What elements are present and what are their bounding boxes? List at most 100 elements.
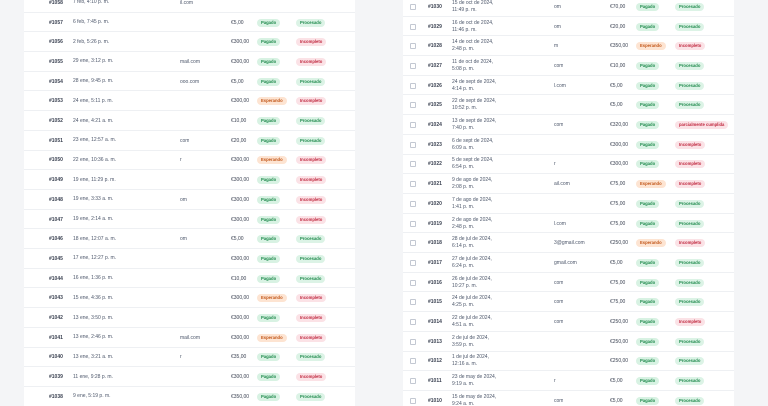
row-checkbox[interactable] [410,378,416,385]
order-id[interactable]: #1058 [49,0,63,6]
order-id[interactable]: #1027 [428,62,442,69]
order-id[interactable]: #1051 [49,137,63,144]
row-checkbox[interactable] [410,62,416,69]
order-id[interactable]: #1044 [49,275,63,282]
table-row[interactable]: #1020 7 de ago de 2024, 1:41 p. m. €75,00 Pa… [403,194,734,214]
order-id[interactable]: #1047 [49,216,63,223]
table-row[interactable]: #1018 28 de jul de 2024, 6:14 p. m. 3@gmail… [403,233,734,254]
table-row[interactable]: #1011 23 de may de 2024, 9:19 a. m. r €5,00 P… [403,371,734,391]
order-id[interactable]: #1011 [428,378,442,385]
row-checkbox[interactable] [410,397,416,404]
table-row[interactable]: #1013 2 de jul de 2024, 3:59 p. m. €250,00 P… [403,332,734,352]
order-id[interactable]: #1020 [428,200,442,207]
table-row[interactable]: #1024 13 de sept de 2024, 7:40 p. m. com €32… [403,115,734,135]
row-checkbox[interactable] [410,102,416,109]
table-row[interactable]: #1040 13 ene, 3:21 a. m. r €35,00 Pagado Proc… [24,348,355,368]
table-row[interactable]: #1014 22 de jul de 2024, 4:51 a. m. com €250… [403,312,734,332]
table-row[interactable]: #1026 24 de sept de 2024, 4:14 p. m. l.com €… [403,76,734,96]
table-row[interactable]: #1045 17 ene, 12:27 p. m. €300,00 Pagado Pro… [24,249,355,269]
order-id[interactable]: #1029 [428,23,442,30]
table-row[interactable]: #1017 27 de jul de 2024, 6:24 p. m. gmail.c… [403,253,734,273]
table-row[interactable]: #1050 22 ene, 10:36 a. m. r €300,00 Esperand… [24,151,355,171]
table-row[interactable]: #1029 16 de oct de 2024, 11:46 p. m. om €20,… [403,17,734,37]
table-row[interactable]: #1052 24 ene, 4:21 a. m. €10,00 Pagado Proce… [24,111,355,131]
row-checkbox[interactable] [410,161,416,168]
row-checkbox[interactable] [410,181,416,188]
table-row[interactable]: #1021 9 de ago de 2024, 2:08 p. m. ail.com €… [403,174,734,194]
table-row[interactable]: #1038 9 ene, 5:19 p. m. €350,00 Pagado Proce… [24,387,355,406]
row-checkbox[interactable] [410,220,416,227]
order-id[interactable]: #1041 [49,334,63,341]
table-row[interactable]: #1025 22 de sept de 2024, 10:52 p. m. €5,00… [403,96,734,116]
order-id[interactable]: #1021 [428,181,442,188]
order-id[interactable]: #1012 [428,358,442,365]
order-id[interactable]: #1050 [49,157,63,164]
order-id[interactable]: #1028 [428,43,442,50]
table-row[interactable]: #1012 1 de jul de 2024, 12:16 a. m. €250,00… [403,352,734,372]
order-id[interactable]: #1018 [428,240,442,247]
row-checkbox[interactable] [410,82,416,89]
order-id[interactable]: #1042 [49,315,63,322]
order-id[interactable]: #1057 [49,19,63,26]
table-row[interactable]: #1028 14 de oct de 2024, 2:48 p. m. m €350,0… [403,36,734,57]
row-checkbox[interactable] [410,299,416,306]
row-checkbox[interactable] [410,141,416,148]
order-id[interactable]: #1055 [49,58,63,65]
table-row[interactable]: #1044 16 ene, 1:36 p. m. €10,00 Pagado Proce… [24,269,355,289]
order-id[interactable]: #1040 [49,354,63,361]
order-id[interactable]: #1019 [428,220,442,227]
order-id[interactable]: #1010 [428,397,442,404]
row-checkbox[interactable] [410,338,416,345]
table-row[interactable]: #1046 18 ene, 12:07 a. m. om €5,00 Pagado Pro… [24,229,355,250]
table-row[interactable]: #1027 11 de oct de 2024, 5:08 p. m. com €10,… [403,56,734,76]
row-checkbox[interactable] [410,358,416,365]
order-id[interactable]: #1056 [49,39,63,46]
row-checkbox[interactable] [410,43,416,50]
row-checkbox[interactable] [410,240,416,247]
row-checkbox[interactable] [410,319,416,326]
order-id[interactable]: #1046 [49,236,63,243]
order-id[interactable]: #1043 [49,295,63,302]
table-row[interactable]: #1057 6 feb, 7:45 p. m. €5,00 Pagado Procesa… [24,13,355,33]
table-row[interactable]: #1010 15 de may de 2024, 9:24 a. m. com €5,0… [403,391,734,406]
table-row[interactable]: #1047 19 ene, 2:14 a. m. €300,00 Pagado Inco… [24,210,355,230]
order-id[interactable]: #1039 [49,374,63,381]
table-row[interactable]: #1022 5 de sept de 2024, 6:54 p. m. r €300,0… [403,155,734,175]
table-row[interactable]: #1015 24 de jul de 2024, 4:25 p. m. com €75,… [403,293,734,313]
order-id[interactable]: #1017 [428,259,442,266]
order-id[interactable]: #1054 [49,78,63,85]
table-row[interactable]: #1055 29 ene, 3:12 p. m. mail.com €300,00 Pa… [24,52,355,72]
order-id[interactable]: #1023 [428,141,442,148]
table-row[interactable]: #1030 15 de oct de 2024, 11:49 p. m. om €70,… [403,0,734,17]
order-id[interactable]: #1052 [49,118,63,125]
order-id[interactable]: #1026 [428,82,442,89]
row-checkbox[interactable] [410,200,416,207]
order-id[interactable]: #1053 [49,98,63,105]
table-row[interactable]: #1056 2 feb, 5:26 p. m. €300,00 Pagado Incom… [24,32,355,53]
table-row[interactable]: #1043 15 ene, 4:36 p. m. €300,00 Esperando I… [24,289,355,309]
table-row[interactable]: #1016 26 de jul de 2024, 10:27 p. m. com €75… [403,273,734,293]
table-row[interactable]: #1041 13 ene, 2:46 p. m. mail.com €300,00 Es… [24,328,355,348]
table-row[interactable]: #1042 13 ene, 3:50 p. m. €300,00 Pagado Inco… [24,308,355,328]
order-id[interactable]: #1015 [428,299,442,306]
order-id[interactable]: #1013 [428,338,442,345]
order-id[interactable]: #1016 [428,279,442,286]
row-checkbox[interactable] [410,23,416,30]
order-id[interactable]: #1014 [428,319,442,326]
row-checkbox[interactable] [410,3,416,10]
row-checkbox[interactable] [410,259,416,266]
order-id[interactable]: #1049 [49,177,63,184]
table-row[interactable]: #1049 19 ene, 11:29 p. m. €300,00 Pagado Inc… [24,170,355,190]
order-id[interactable]: #1022 [428,161,442,168]
order-id[interactable]: #1024 [428,122,442,129]
table-row[interactable]: #1053 24 ene, 5:11 p. m. €300,00 Esperando I… [24,92,355,112]
table-row[interactable]: #1023 6 de sept de 2024, 6:09 a. m. €300,00… [403,135,734,155]
table-row[interactable]: #1054 28 ene, 9:45 p. m. ooo.com €5,00 Pagad… [24,72,355,92]
table-row[interactable]: #1048 19 ene, 3:33 a. m. om €300,00 Pagado In… [24,190,355,210]
table-row[interactable]: #1039 11 ene, 9:28 p. m. €300,00 Pagado Inco… [24,367,355,387]
table-row[interactable]: #1051 23 ene, 12:57 a. m. com €20,00 Pagado P… [24,131,355,151]
order-id[interactable]: #1030 [428,3,442,10]
row-checkbox[interactable] [410,122,416,129]
order-id[interactable]: #1025 [428,102,442,109]
order-id[interactable]: #1048 [49,196,63,203]
